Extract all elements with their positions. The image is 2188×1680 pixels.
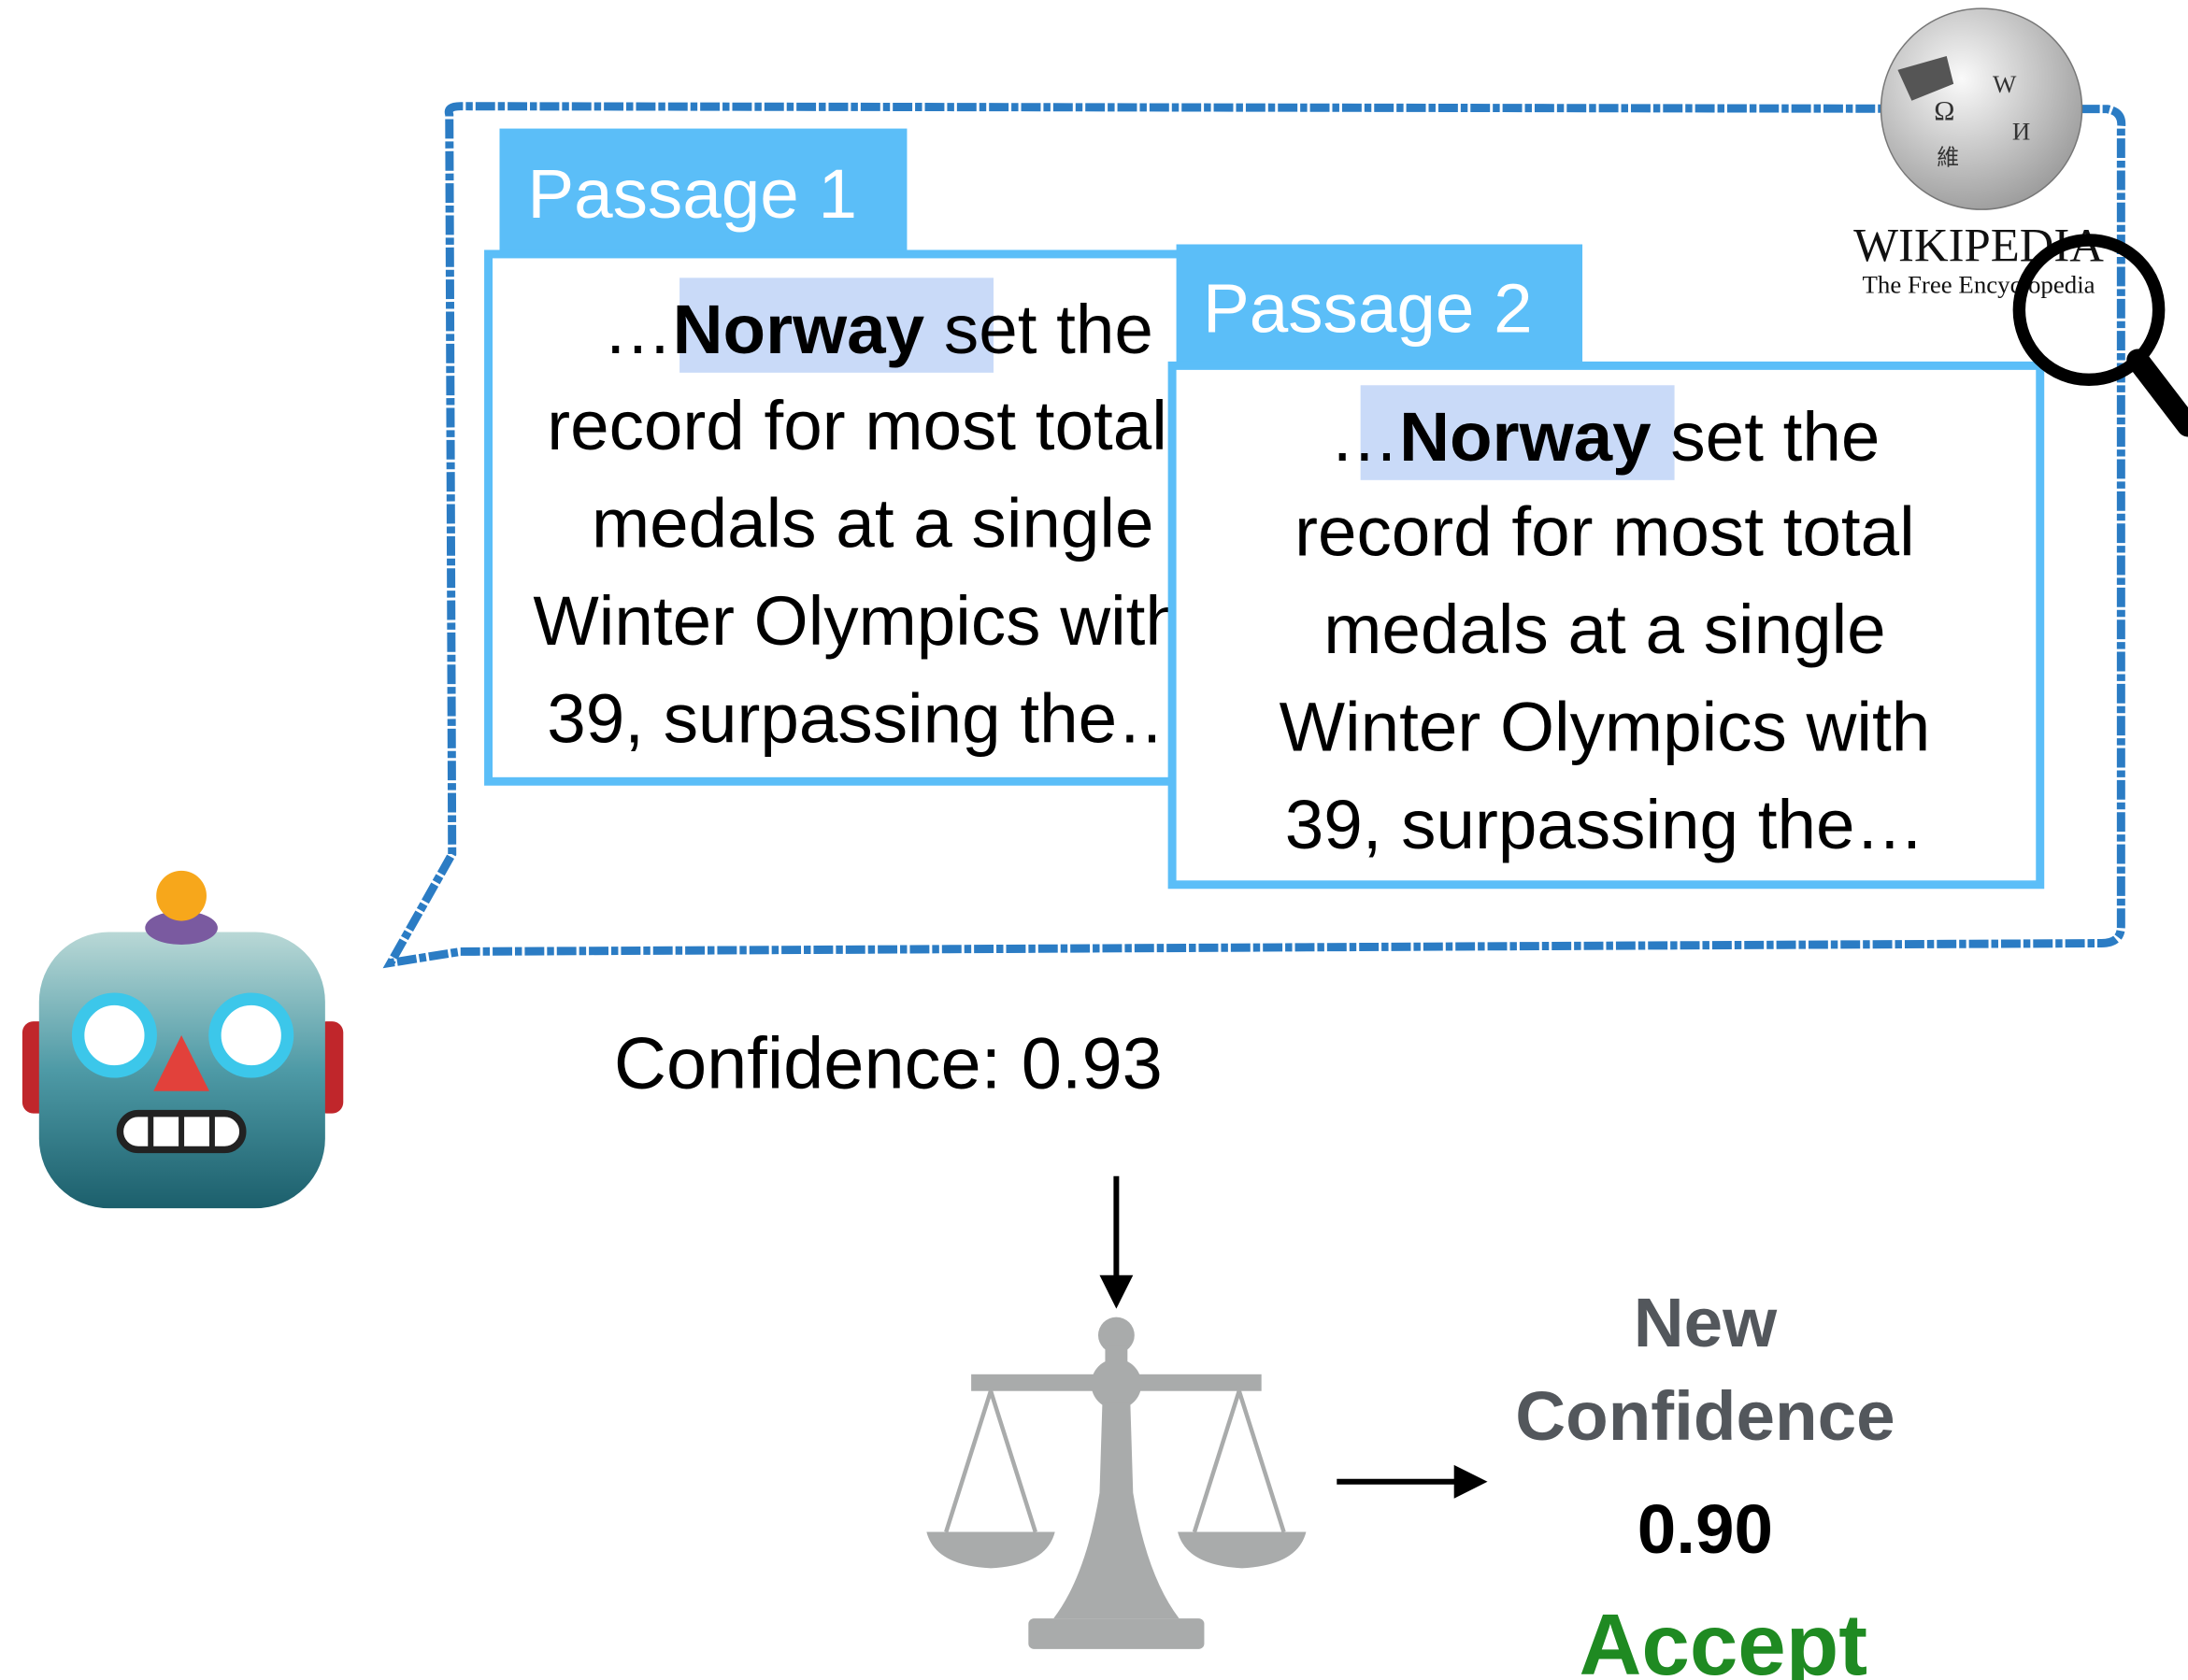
passage-label: Passage 1 [527, 154, 857, 233]
passage-line: …Norway set the [603, 290, 1153, 368]
arrow-right [1337, 1465, 1487, 1499]
robot-icon [22, 871, 343, 1208]
passage-line: Winter Olympics with [1280, 687, 1931, 765]
svg-text:Ω: Ω [1934, 96, 1954, 127]
passage-line: Winter Olympics with [533, 581, 1184, 660]
confidence: Confidence: 0.93 [614, 1024, 1163, 1104]
passage-label: Passage 2 [1203, 269, 1533, 348]
wikipedia-subtitle: The Free Encyclopedia [1863, 271, 2095, 299]
highlight-word: Norway [1399, 397, 1652, 476]
text: set the [1652, 397, 1881, 476]
decision: Accept [1580, 1596, 1868, 1680]
passage-line: 39, surpassing the… [547, 678, 1186, 757]
passage-line: record for most total [1294, 491, 1915, 570]
passage-line: …Norway set the [1329, 397, 1880, 476]
text: … [603, 290, 673, 368]
arrow-down [1099, 1176, 1133, 1309]
page: {"wikipedia":{"title":"WIKIPEDIA","subti… [0, 0, 2188, 1680]
new-confidence-label: Confidence [1515, 1376, 1895, 1455]
wikipedia-logo: Ω W И 維 WIKIPEDIA The Free Encyclopedia [1853, 8, 2104, 299]
new-confidence-label: New [1634, 1283, 1778, 1361]
passage-2: Passage 2 …Norway set the record for mos… [1172, 244, 2040, 884]
new-confidence-value: 0.90 [1637, 1489, 1773, 1568]
passage-line: medals at a single [592, 483, 1153, 562]
balance-scale [926, 1317, 1306, 1649]
passage-line: medals at a single [1323, 590, 1885, 668]
svg-text:W: W [1993, 70, 2017, 98]
text: set the [924, 290, 1153, 368]
diagram: Ω W И 維 WIKIPEDIA The Free Encyclopedia … [0, 0, 2188, 1680]
svg-text:И: И [2012, 118, 2030, 146]
passage-line: 39, surpassing the… [1285, 785, 1924, 863]
highlight-word: Norway [673, 290, 925, 368]
passage-line: record for most total [547, 386, 1167, 464]
passage-1: Passage 1 …Norway set the record for mos… [489, 129, 1200, 782]
svg-text:維: 維 [1937, 145, 1959, 170]
text: … [1329, 397, 1399, 476]
